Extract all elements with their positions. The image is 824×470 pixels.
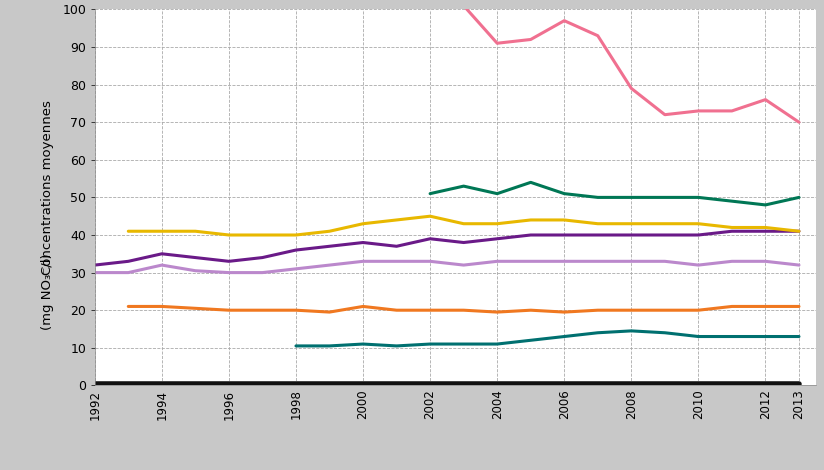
Text: Concentrations moyennes: Concentrations moyennes — [41, 101, 54, 275]
Text: (mg NO₃⁻/l): (mg NO₃⁻/l) — [41, 253, 54, 330]
